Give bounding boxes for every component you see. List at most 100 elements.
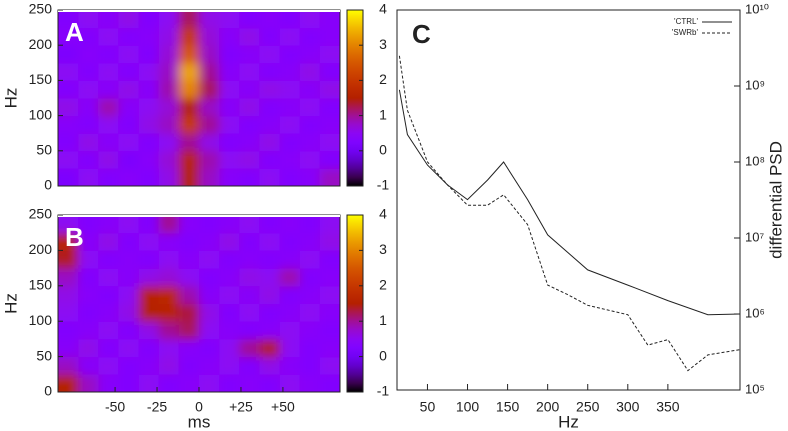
heatmap-cell xyxy=(118,268,140,287)
heatmap-cell xyxy=(58,338,79,358)
heatmap-cell xyxy=(219,250,240,269)
heatmap-cell xyxy=(199,232,220,251)
heatmap-cell xyxy=(279,80,301,99)
colorbar-tick-label: 4 xyxy=(379,1,387,17)
heatmap-cell xyxy=(78,232,99,251)
heatmap-cell xyxy=(299,321,321,340)
heatmap-cell xyxy=(78,250,99,269)
heatmap-cell xyxy=(219,268,240,287)
heatmap-cell xyxy=(98,168,119,186)
heatmap-cell xyxy=(259,27,281,46)
heatmap-cell xyxy=(178,303,200,322)
y-axis-label: Hz xyxy=(1,293,20,314)
x-tick-label: 100 xyxy=(456,399,480,415)
heatmap-cell xyxy=(199,215,220,234)
heatmap-cell xyxy=(299,98,321,117)
heatmap-cell xyxy=(158,62,180,81)
heatmap-cell xyxy=(58,232,79,251)
heatmap-cell xyxy=(78,115,99,134)
heatmap-cell xyxy=(98,98,119,117)
heatmap-cell xyxy=(118,98,140,117)
y-tick-label: 10⁹ xyxy=(745,77,765,92)
heatmap-cell xyxy=(138,27,160,46)
heatmap-cell xyxy=(279,285,301,304)
heatmap-cell xyxy=(78,133,99,152)
heatmap-cell xyxy=(118,27,140,46)
heatmap-cell xyxy=(118,338,140,358)
heatmap-cell xyxy=(78,356,99,375)
heatmap-cell xyxy=(98,10,119,29)
heatmap-cell xyxy=(78,215,99,234)
heatmap-cell xyxy=(98,356,119,375)
heatmap-cell xyxy=(319,62,340,81)
x-tick-label: 250 xyxy=(576,399,600,415)
y-tick-label: 200 xyxy=(29,241,53,257)
y-tick-label: 10⁶ xyxy=(745,305,765,320)
y-tick-label: 0 xyxy=(44,383,52,399)
heatmap-cell xyxy=(78,268,99,287)
heatmap-cell xyxy=(319,321,340,340)
heatmap-cell xyxy=(319,338,340,358)
heatmap-cell xyxy=(78,27,99,46)
x-tick-label: 0 xyxy=(195,399,203,415)
colorbar-tick-label: 4 xyxy=(379,206,387,222)
heatmap-cell xyxy=(219,45,240,64)
y-tick-label: 250 xyxy=(29,206,53,222)
heatmap-cell xyxy=(219,215,240,234)
x-tick-label: 150 xyxy=(496,399,520,415)
y-tick-label: 50 xyxy=(36,142,52,158)
heatmap-cell xyxy=(319,150,340,169)
heatmap-cell xyxy=(138,374,160,392)
heatmap-cell xyxy=(178,80,200,99)
heatmap-cell xyxy=(259,133,281,152)
x-tick-label: 50 xyxy=(420,399,436,415)
heatmap-cell xyxy=(239,133,260,152)
heatmap-cell xyxy=(118,168,140,186)
heatmap-cell xyxy=(178,268,200,287)
heatmap-cell xyxy=(98,285,119,304)
colorbar-tick-label: 2 xyxy=(379,71,387,87)
heatmap-cell xyxy=(98,268,119,287)
heatmap-cell xyxy=(219,98,240,117)
heatmap-cell xyxy=(138,215,160,234)
heatmap-cell xyxy=(138,356,160,375)
heatmap-cell xyxy=(138,10,160,29)
heatmap-cell xyxy=(58,98,79,117)
heatmap-cell xyxy=(158,303,180,322)
heatmap-cell xyxy=(178,98,200,117)
heatmap-cell xyxy=(118,285,140,304)
heatmap-cell xyxy=(98,321,119,340)
heatmap-cells xyxy=(58,10,340,186)
heatmap-cell xyxy=(158,374,180,392)
heatmap-cell xyxy=(299,45,321,64)
heatmap-cell xyxy=(299,150,321,169)
heatmap-cell xyxy=(259,10,281,29)
heatmap-cell xyxy=(239,215,260,234)
heatmap-cell xyxy=(299,285,321,304)
heatmap-cell xyxy=(239,268,260,287)
heatmap-cell xyxy=(199,115,220,134)
heatmap-cell xyxy=(98,133,119,152)
heatmap-cell xyxy=(78,45,99,64)
heatmap-cell xyxy=(58,27,79,46)
heatmap-cell xyxy=(178,10,200,29)
heatmap-cell xyxy=(279,250,301,269)
heatmap-cell xyxy=(319,232,340,251)
heatmap-cell xyxy=(279,98,301,117)
colorbar-tick-label: -1 xyxy=(377,177,390,193)
heatmap-cell xyxy=(219,115,240,134)
x-axis-label: ms xyxy=(188,412,211,431)
heatmap-cell xyxy=(78,80,99,99)
heatmap-cell xyxy=(98,374,119,392)
heatmap-cell xyxy=(279,115,301,134)
heatmap-cell xyxy=(199,27,220,46)
colorbar-tick-label: 1 xyxy=(379,106,387,122)
heatmap-cell xyxy=(98,150,119,169)
heatmap-cell xyxy=(118,45,140,64)
heatmap-cell xyxy=(138,150,160,169)
heatmap-cell xyxy=(239,98,260,117)
heatmap-cell xyxy=(259,98,281,117)
x-tick-label: +50 xyxy=(271,399,295,415)
heatmap-cell xyxy=(279,10,301,29)
